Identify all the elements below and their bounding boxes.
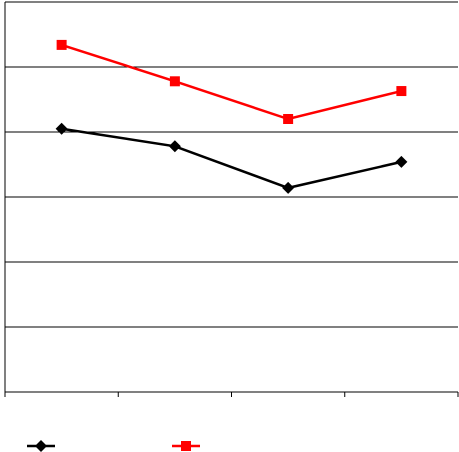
series-line (61, 43, 402, 121)
data-point (395, 155, 408, 168)
legend-marker (181, 441, 191, 451)
legend-marker (35, 440, 47, 452)
data-point (168, 140, 181, 153)
data-point (396, 86, 407, 97)
data-point (55, 122, 68, 135)
series-line (61, 127, 402, 190)
data-point (56, 39, 67, 50)
data-point (169, 76, 180, 87)
data-point (282, 181, 295, 194)
data-point (283, 114, 294, 124)
